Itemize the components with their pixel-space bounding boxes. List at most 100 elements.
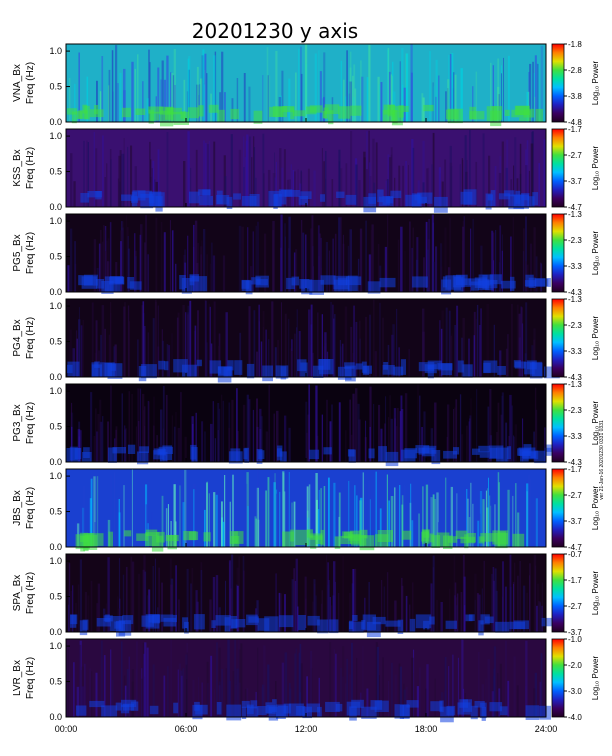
texture-streak <box>267 75 270 122</box>
texture-streak <box>84 591 87 632</box>
texture-streak <box>510 492 513 547</box>
texture-streak <box>536 605 538 632</box>
panel-station-label: PG3_Bx <box>12 404 23 441</box>
texture-streak <box>474 573 477 632</box>
texture-streak <box>460 592 463 632</box>
low-freq-band <box>121 194 134 201</box>
low-freq-band <box>193 614 205 630</box>
texture-streak <box>148 49 150 122</box>
texture-streak <box>453 555 456 632</box>
colorbar-tick-label: -2.7 <box>568 151 582 160</box>
texture-streak <box>342 556 344 632</box>
low-freq-band <box>474 701 485 708</box>
texture-streak <box>507 489 510 547</box>
texture-streak <box>491 230 494 292</box>
texture-streak <box>77 584 80 632</box>
low-freq-band <box>469 111 485 120</box>
texture-streak <box>234 639 237 717</box>
texture-streak <box>351 642 353 717</box>
texture-streak <box>450 335 453 377</box>
texture-streak <box>430 497 433 547</box>
texture-streak <box>345 430 347 462</box>
texture-streak <box>221 394 223 462</box>
texture-streak <box>208 141 211 207</box>
texture-streak <box>70 153 73 207</box>
texture-streak <box>154 301 158 377</box>
texture-streak <box>520 307 523 377</box>
texture-streak <box>253 147 256 207</box>
texture-streak <box>525 685 527 717</box>
texture-streak <box>533 431 535 462</box>
texture-streak <box>95 672 98 717</box>
texture-streak <box>500 414 503 462</box>
texture-streak <box>541 263 543 292</box>
texture-streak <box>84 663 86 717</box>
low-freq-band <box>253 110 263 124</box>
colorbar <box>551 468 565 548</box>
texture-streak <box>187 58 190 122</box>
texture-streak <box>268 339 270 377</box>
texture-streak <box>175 565 177 632</box>
texture-streak <box>512 495 514 547</box>
texture-streak <box>505 348 508 377</box>
texture-streak <box>284 223 286 292</box>
texture-streak <box>243 167 245 207</box>
texture-streak <box>80 507 83 547</box>
texture-streak <box>445 307 448 377</box>
texture-streak <box>394 418 397 462</box>
texture-streak <box>228 427 231 462</box>
texture-streak <box>368 162 371 207</box>
texture-streak <box>432 555 435 632</box>
texture-streak <box>222 255 226 292</box>
texture-streak <box>430 583 433 632</box>
texture-streak <box>177 669 179 717</box>
texture-streak <box>262 75 264 122</box>
texture-streak <box>501 250 503 292</box>
texture-streak <box>493 580 495 632</box>
panel-station-label: LVR_Bx <box>12 660 23 696</box>
texture-streak <box>332 304 334 377</box>
low-freq-band <box>511 109 519 118</box>
texture-streak <box>454 407 456 462</box>
low-freq-band <box>148 106 163 114</box>
texture-streak <box>537 63 540 122</box>
texture-streak <box>217 522 219 547</box>
low-freq-band <box>514 105 530 115</box>
texture-streak <box>498 482 500 547</box>
texture-streak <box>257 647 259 717</box>
texture-streak <box>394 600 397 632</box>
texture-streak <box>204 84 206 122</box>
low-freq-band <box>544 447 552 456</box>
texture-streak <box>276 493 279 547</box>
texture-streak <box>86 140 88 207</box>
texture-streak <box>310 304 313 377</box>
texture-streak <box>326 554 328 632</box>
texture-streak <box>228 560 232 632</box>
texture-streak <box>121 393 123 462</box>
texture-streak <box>449 162 453 207</box>
texture-streak <box>107 238 110 292</box>
low-freq-band <box>290 107 295 120</box>
colorbar-tick-label: -1.3 <box>568 210 582 219</box>
texture-streak <box>399 666 402 717</box>
texture-streak <box>339 340 341 377</box>
texture-streak <box>305 234 307 292</box>
low-freq-band <box>377 189 384 203</box>
texture-streak <box>123 138 125 207</box>
texture-streak <box>362 645 364 717</box>
texture-streak <box>369 176 372 207</box>
texture-streak <box>127 248 130 292</box>
texture-streak <box>294 581 297 632</box>
texture-streak <box>256 487 259 547</box>
texture-streak <box>137 339 139 377</box>
texture-streak <box>119 150 122 207</box>
texture-streak <box>392 61 394 122</box>
texture-streak <box>157 149 160 207</box>
low-freq-band <box>470 705 478 720</box>
texture-streak <box>118 155 121 207</box>
texture-streak <box>206 482 208 547</box>
texture-streak <box>121 153 124 207</box>
low-freq-band <box>392 110 398 124</box>
low-freq-band <box>295 529 310 546</box>
low-freq-band <box>346 701 361 716</box>
